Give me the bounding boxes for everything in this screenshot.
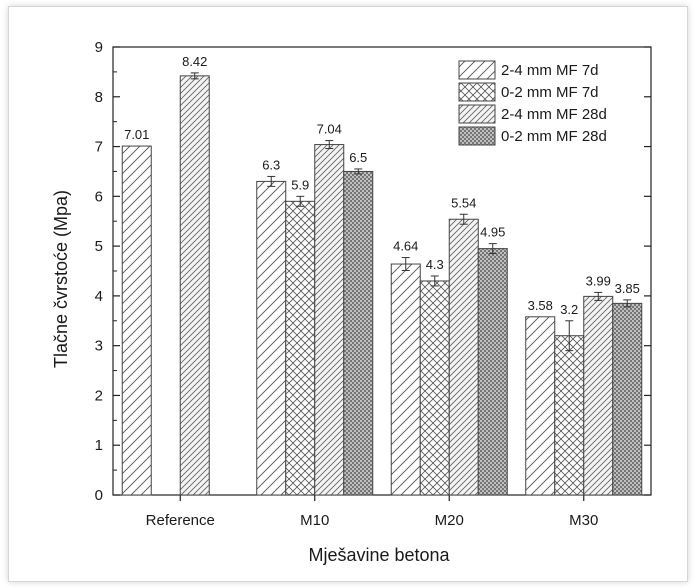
legend-swatch <box>458 60 496 80</box>
data-label: 3.58 <box>528 298 553 313</box>
y-tick-label: 1 <box>95 437 103 454</box>
y-tick-label: 7 <box>95 139 103 156</box>
y-tick-label: 5 <box>95 238 103 255</box>
data-label: 3.99 <box>586 273 611 288</box>
data-label: 4.3 <box>426 257 444 272</box>
y-tick-label: 2 <box>95 387 103 404</box>
data-label: 8.42 <box>182 54 207 69</box>
y-tick-label: 9 <box>95 39 103 56</box>
bar <box>343 170 374 496</box>
bar <box>314 144 345 496</box>
data-label: 7.01 <box>124 127 149 142</box>
y-tick-label: 4 <box>95 288 103 305</box>
bar <box>179 75 210 496</box>
bar <box>554 335 585 496</box>
bar <box>285 200 316 496</box>
chart-frame: 0 1 2 3 4 5 6 7 8 9 Reference 7.01 8.42 M10 6.3 5.9 7.04… <box>8 6 688 582</box>
y-axis-title: Tlačne čvrstoće (Mpa) <box>51 190 71 368</box>
legend-label: 2-4 mm MF 7d <box>501 62 599 79</box>
bar <box>583 295 614 496</box>
data-label: 4.95 <box>480 225 505 240</box>
data-label: 3.85 <box>615 281 640 296</box>
legend-swatch <box>458 126 496 146</box>
x-tick-label: M30 <box>569 512 598 529</box>
legend-label: 0-2 mm MF 28d <box>501 128 607 145</box>
data-label: 6.5 <box>349 150 367 165</box>
bar <box>477 248 508 496</box>
bar <box>121 145 152 496</box>
legend-swatch <box>458 104 496 124</box>
data-label: 5.9 <box>291 177 309 192</box>
data-label: 4.64 <box>393 239 418 254</box>
bar <box>419 280 450 496</box>
legend-label: 0-2 mm MF 7d <box>501 84 599 101</box>
legend: 2-4 mm MF 7d 0-2 mm MF 7d 2-4 mm MF 28d 0-2… <box>458 60 607 146</box>
data-label: 5.54 <box>451 195 476 210</box>
bar <box>390 263 421 496</box>
y-tick-label: 6 <box>95 188 103 205</box>
bar <box>525 316 556 496</box>
x-tick-label: Reference <box>146 512 215 529</box>
plot-area: 0 1 2 3 4 5 6 7 8 9 Reference 7.01 8.42 M10 6.3 5.9 7.04… <box>95 39 652 529</box>
y-tick-label: 8 <box>95 89 103 106</box>
bar <box>448 218 479 496</box>
y-tick-label: 3 <box>95 338 103 355</box>
bar <box>612 302 643 496</box>
data-label: 3.2 <box>560 302 578 317</box>
legend-swatch <box>458 82 496 102</box>
y-tick-label: 0 <box>95 487 103 504</box>
bar <box>256 180 287 496</box>
x-tick-label: M10 <box>300 512 329 529</box>
bar-chart: 0 1 2 3 4 5 6 7 8 9 Reference 7.01 8.42 M10 6.3 5.9 7.04… <box>51 39 652 565</box>
data-label: 6.3 <box>262 157 280 172</box>
legend-label: 2-4 mm MF 28d <box>501 106 607 123</box>
x-tick-label: M20 <box>435 512 464 529</box>
data-label: 7.04 <box>317 122 342 137</box>
x-axis-title: Mješavine betona <box>308 545 450 565</box>
